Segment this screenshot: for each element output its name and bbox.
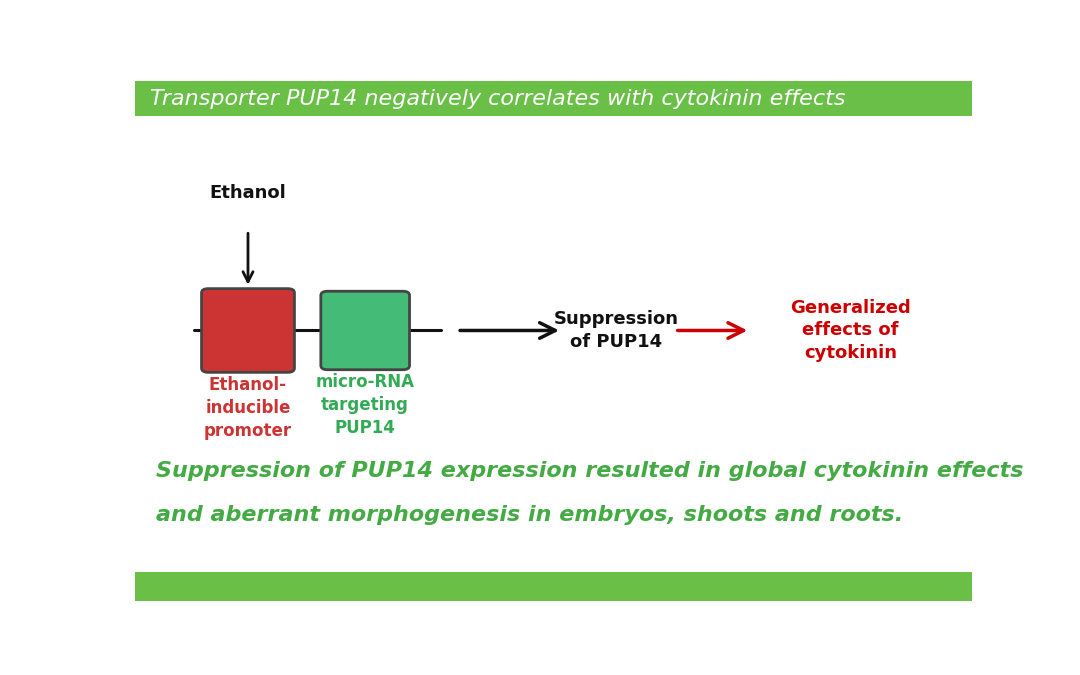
Text: micro-RNA
targeting
PUP14: micro-RNA targeting PUP14	[315, 373, 415, 437]
Text: and aberrant morphogenesis in embryos, shoots and roots.: and aberrant morphogenesis in embryos, s…	[156, 506, 903, 525]
Bar	[135, 81, 972, 116]
Text: Ethanol: Ethanol	[210, 184, 286, 202]
Text: Ethanol-
inducible
promoter: Ethanol- inducible promoter	[204, 376, 292, 439]
FancyBboxPatch shape	[202, 289, 295, 373]
FancyBboxPatch shape	[321, 291, 409, 370]
Bar	[135, 572, 972, 601]
Text: Suppression of PUP14 expression resulted in global cytokinin effects: Suppression of PUP14 expression resulted…	[156, 461, 1024, 481]
Text: Generalized
effects of
cytokinin: Generalized effects of cytokinin	[791, 298, 912, 362]
Text: Suppression
of PUP14: Suppression of PUP14	[554, 310, 678, 350]
Text: Transporter PUP14 negatively correlates with cytokinin effects: Transporter PUP14 negatively correlates …	[150, 88, 846, 109]
